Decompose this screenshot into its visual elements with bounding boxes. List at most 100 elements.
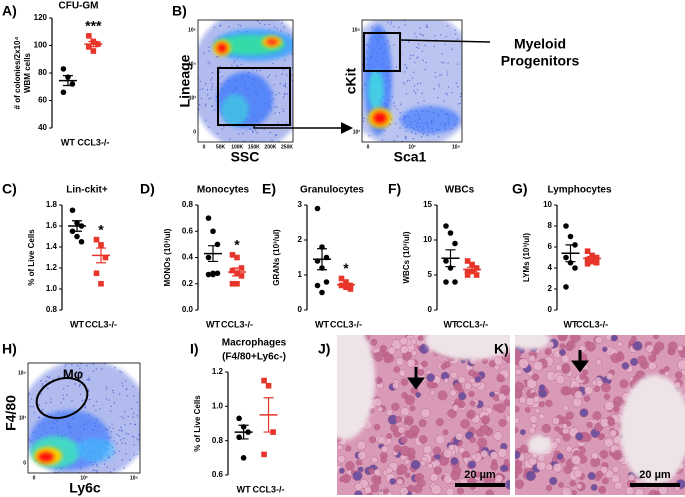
y-tick-label: 0 bbox=[428, 305, 433, 314]
cell bbox=[579, 408, 589, 418]
data-point bbox=[343, 279, 349, 285]
x-tick-label: 10⁴ bbox=[452, 144, 461, 150]
y-axis-label: % of Live Cells bbox=[193, 395, 202, 452]
data-point bbox=[443, 223, 449, 229]
data-point bbox=[210, 228, 216, 235]
flow-plot bbox=[348, 20, 473, 146]
cell bbox=[470, 453, 477, 460]
cell bbox=[480, 450, 489, 458]
event-dot bbox=[358, 121, 359, 122]
cell bbox=[648, 354, 657, 363]
cell bbox=[467, 460, 477, 469]
y-tick-label: 10³ bbox=[353, 129, 361, 135]
cell bbox=[373, 423, 381, 431]
gate bbox=[35, 377, 89, 419]
cell bbox=[339, 476, 345, 483]
event-dot bbox=[309, 82, 310, 83]
cell bbox=[574, 469, 583, 478]
cell bbox=[399, 445, 410, 457]
cell bbox=[679, 350, 685, 358]
panel-label: F) bbox=[388, 181, 401, 197]
data-point bbox=[98, 280, 104, 287]
cell bbox=[432, 446, 442, 455]
cell bbox=[354, 482, 363, 491]
event-dot bbox=[348, 96, 349, 97]
cell bbox=[555, 364, 563, 372]
event-dot bbox=[468, 97, 469, 98]
y-tick-label: 40 bbox=[38, 123, 47, 132]
error-bar bbox=[72, 220, 82, 232]
event-dot bbox=[123, 467, 125, 469]
event-dot bbox=[295, 67, 296, 68]
y-axis-label: GRANs (10³/ul) bbox=[272, 229, 281, 286]
cell bbox=[528, 354, 536, 362]
data-point bbox=[93, 236, 100, 243]
cell bbox=[452, 404, 460, 412]
y-tick-label: 5 bbox=[428, 270, 433, 279]
event-dot bbox=[193, 74, 194, 75]
cell bbox=[462, 456, 470, 464]
event-dot bbox=[394, 145, 395, 146]
cell bbox=[380, 445, 389, 453]
event-dot bbox=[359, 120, 360, 121]
micrograph bbox=[337, 335, 510, 495]
cell bbox=[468, 369, 475, 377]
cell bbox=[404, 459, 410, 465]
cell bbox=[420, 460, 426, 467]
plot-frame bbox=[361, 19, 463, 143]
cell bbox=[534, 407, 541, 414]
x-tick-label: 100K bbox=[231, 144, 243, 150]
cell bbox=[530, 423, 537, 429]
cell bbox=[450, 371, 458, 379]
event-dot bbox=[193, 68, 194, 69]
x-tick-label: 0 bbox=[203, 144, 206, 150]
cell bbox=[431, 484, 442, 495]
data-point bbox=[102, 254, 109, 261]
cell bbox=[337, 455, 346, 464]
x-axis-label: SSC bbox=[231, 149, 260, 165]
cell bbox=[469, 377, 476, 384]
event-dot bbox=[145, 410, 146, 411]
event-dot bbox=[472, 90, 473, 91]
cell bbox=[503, 459, 510, 466]
x-tick-label: WT bbox=[564, 319, 578, 329]
data-point bbox=[443, 258, 449, 264]
cell bbox=[619, 379, 629, 389]
y-axis-label: WBM cells bbox=[23, 52, 32, 93]
cell bbox=[404, 394, 415, 406]
cell bbox=[533, 360, 544, 371]
cell bbox=[482, 418, 489, 425]
data-point bbox=[473, 272, 480, 278]
y-axis-label: # of colonies/2x10⁴ bbox=[13, 37, 22, 110]
data-point bbox=[261, 451, 267, 458]
cell bbox=[490, 451, 499, 460]
cell bbox=[489, 391, 496, 398]
y-tick-label: 60 bbox=[38, 96, 47, 105]
cell bbox=[449, 389, 457, 397]
cell bbox=[395, 415, 403, 423]
data-point bbox=[338, 275, 345, 282]
tissue-void bbox=[528, 435, 552, 455]
cell bbox=[576, 483, 583, 490]
cell bbox=[399, 486, 409, 495]
cell bbox=[583, 395, 591, 402]
cell bbox=[586, 421, 594, 428]
cell bbox=[634, 488, 645, 495]
cell bbox=[559, 343, 566, 350]
cell bbox=[561, 486, 572, 495]
cell bbox=[345, 445, 352, 452]
error-bar bbox=[445, 249, 456, 268]
data-point bbox=[86, 33, 92, 39]
cell bbox=[457, 375, 466, 384]
gate-label: Progenitors bbox=[501, 53, 580, 69]
cell bbox=[519, 396, 527, 404]
cell bbox=[610, 335, 618, 342]
cell bbox=[385, 438, 393, 445]
event-dot bbox=[464, 100, 465, 101]
y-axis-label: MONOs (10³/ul) bbox=[163, 228, 172, 286]
cell bbox=[552, 417, 560, 425]
event-dot bbox=[278, 140, 280, 142]
data-point bbox=[98, 242, 104, 248]
cell bbox=[393, 366, 401, 373]
